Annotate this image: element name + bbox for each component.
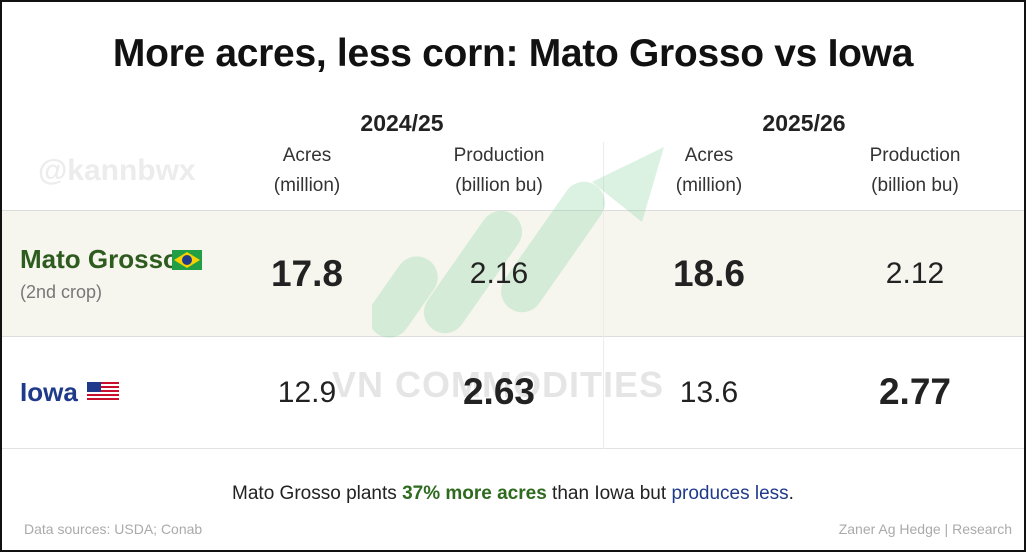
period-header: 2024/25 — [360, 110, 444, 136]
header-line: (billion bu) — [871, 175, 959, 196]
footnote: Mato Grosso plants 37% more acres than I… — [2, 483, 1024, 505]
column-header: Acres (million) — [217, 141, 397, 201]
header-line: (million) — [675, 175, 743, 196]
header-line: (million) — [273, 175, 341, 196]
column-divider — [603, 142, 604, 449]
header-line: Production — [453, 145, 545, 166]
cell-value: 2.12 — [885, 257, 945, 290]
column-header: Acres (million) — [619, 141, 799, 201]
brazil-flag — [172, 250, 202, 270]
us-flag — [87, 382, 119, 402]
credit: Zaner Ag Hedge | Research — [838, 521, 1012, 537]
footnote-text: than Iowa but — [546, 483, 672, 504]
cell-value: 17.8 — [270, 253, 343, 294]
column-header: Production (billion bu) — [825, 141, 1005, 201]
watermark: VN COMMODITIES — [332, 364, 665, 405]
column-header: Production (billion bu) — [409, 141, 589, 201]
row-sublabel: (2nd crop) — [20, 282, 103, 302]
row-background — [2, 210, 1024, 337]
header-line: Acres — [282, 145, 332, 166]
period-header: 2025/26 — [762, 110, 846, 136]
footnote-highlight: produces less — [671, 483, 789, 504]
title: More acres, less corn: Mato Grosso vs Io… — [112, 32, 914, 75]
cell-value: 2.16 — [469, 257, 529, 290]
header-line: Production — [869, 145, 961, 166]
cell-value: 2.77 — [878, 371, 951, 412]
arrow-watermark — [372, 147, 664, 338]
footnote-highlight: 37% more acres — [402, 483, 547, 504]
row-label: Iowa — [20, 377, 78, 407]
footnote-text: Mato Grosso plants — [232, 483, 403, 504]
cell-value: 13.6 — [679, 376, 739, 409]
row-label: Mato Grosso — [20, 244, 179, 274]
footnote-text: . — [788, 483, 794, 504]
header-line: Acres — [684, 145, 734, 166]
cell-value: 18.6 — [672, 253, 745, 294]
header-line: (billion bu) — [455, 175, 543, 196]
cell-value: 12.9 — [277, 376, 337, 409]
sources: Data sources: USDA; Conab — [24, 521, 203, 537]
cell-value: 2.63 — [462, 371, 535, 412]
row-divider — [2, 448, 1024, 449]
watermark: @kannbwx — [38, 154, 196, 187]
